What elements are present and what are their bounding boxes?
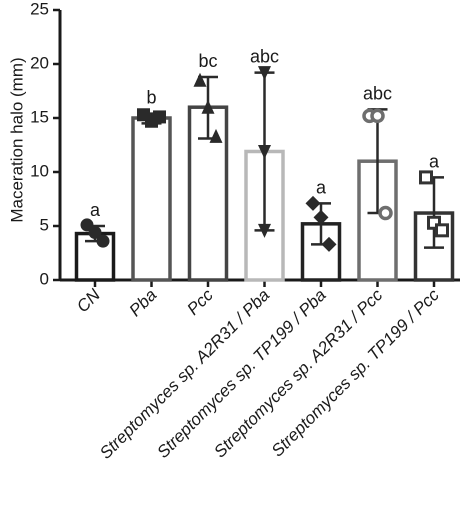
data-point [96, 234, 110, 248]
data-point [378, 205, 393, 221]
category-label: Pba [126, 285, 161, 320]
y-tick-label: 5 [40, 215, 49, 234]
data-point [88, 225, 102, 239]
category-label: CN [73, 285, 104, 316]
data-point [419, 170, 433, 185]
data-point [193, 72, 207, 87]
bar [131, 116, 172, 282]
significance-label: a [316, 177, 327, 197]
data-point [209, 128, 223, 143]
significance-label: a [429, 151, 440, 171]
y-tick-label: 10 [30, 161, 49, 180]
data-point [258, 66, 271, 81]
data-point [258, 223, 271, 238]
y-axis-label: Maceration halo (mm) [7, 57, 26, 222]
data-point [321, 236, 337, 252]
y-tick-label: 20 [30, 53, 49, 72]
significance-label: a [90, 200, 101, 220]
data-point [435, 223, 449, 238]
data-point [313, 209, 329, 225]
significance-label: abc [250, 47, 279, 67]
data-point [258, 144, 271, 159]
category-label: Pcc [183, 285, 217, 319]
data-point [153, 110, 166, 124]
data-point [201, 99, 215, 114]
data-point [305, 195, 321, 211]
data-point [427, 215, 441, 230]
significance-label: b [146, 88, 156, 108]
significance-label: bc [198, 51, 217, 71]
data-point [370, 108, 385, 124]
y-tick-label: 15 [30, 107, 49, 126]
significance-label: abc [363, 83, 392, 103]
y-tick-label: 0 [40, 269, 49, 288]
y-tick-label: 25 [30, 0, 49, 18]
